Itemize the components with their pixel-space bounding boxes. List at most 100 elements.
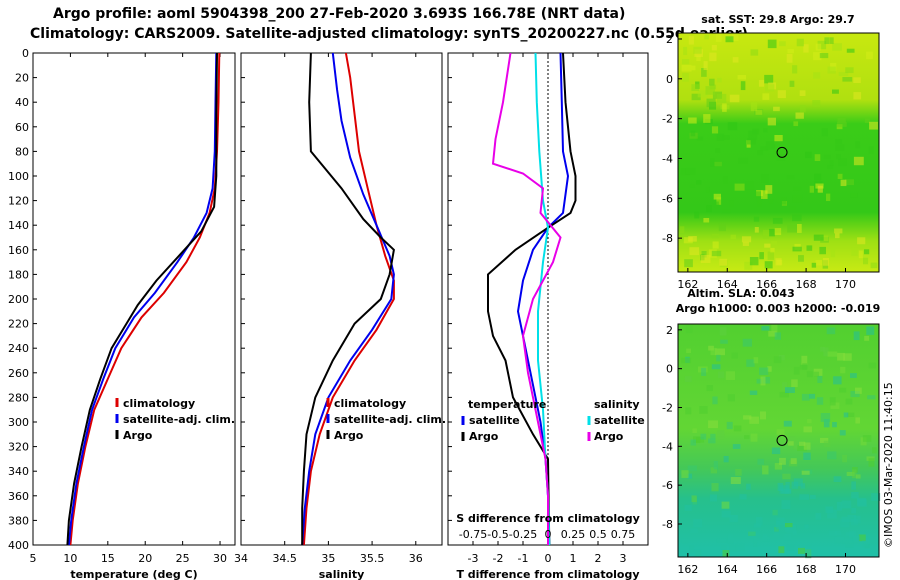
map-cell	[799, 441, 806, 446]
map-cell	[708, 438, 716, 444]
x-tick-label: 25	[176, 552, 190, 565]
map-cell	[835, 144, 845, 151]
map-cell	[835, 233, 840, 239]
map-cell	[760, 376, 766, 386]
map-cell	[757, 150, 764, 156]
map-cell	[836, 154, 841, 160]
map-cell	[797, 224, 802, 233]
map-cell	[729, 544, 737, 552]
map-x-tick-label: 166	[756, 563, 777, 576]
map-cell	[855, 141, 861, 149]
series-line-temperature-satellite	[516, 52, 570, 546]
map-cell	[733, 425, 742, 432]
map-cell	[801, 355, 808, 365]
map-cell	[755, 109, 763, 115]
map-cell	[767, 251, 775, 260]
map-cell	[739, 494, 747, 500]
map-cell	[748, 531, 756, 536]
map-cell	[805, 151, 812, 159]
map-cell	[745, 181, 755, 190]
map-cell	[727, 394, 735, 402]
map-x-tick-label: 162	[677, 563, 698, 576]
argo-location-marker	[776, 146, 788, 158]
map-cell	[729, 94, 740, 103]
map-cell	[690, 130, 696, 137]
map-cell	[801, 393, 810, 401]
map-cell	[834, 228, 843, 234]
map-cell	[774, 332, 782, 340]
map-cell	[819, 235, 829, 242]
map-cell	[701, 68, 707, 77]
map-cell	[711, 250, 722, 257]
map-cell	[727, 534, 734, 544]
map-cell	[723, 456, 729, 463]
map-cell	[768, 330, 777, 337]
map-cell	[778, 355, 785, 361]
map-cell	[765, 185, 773, 194]
series-line-argo	[66, 52, 218, 546]
map-cell	[792, 194, 803, 203]
map-cell	[727, 122, 738, 131]
map-cell	[829, 160, 834, 166]
series-line-satellite-adj-clim-	[67, 52, 218, 546]
map-cell	[690, 528, 698, 534]
map-cell	[734, 183, 745, 191]
map-cell	[824, 37, 830, 45]
map-y-tick-label: -4	[662, 440, 673, 453]
x-tick-label: 5	[30, 552, 37, 565]
map-cell	[725, 371, 736, 380]
map-cell	[750, 433, 758, 442]
map-cell	[837, 122, 847, 127]
map-cell	[787, 436, 796, 445]
map-cell	[866, 51, 873, 60]
map-cell	[773, 356, 782, 364]
map-cell	[719, 327, 727, 336]
map-cell	[837, 117, 846, 123]
map-cell	[687, 473, 693, 479]
map-cell	[806, 371, 813, 378]
legend-label: Argo	[123, 429, 153, 442]
profile-panel-3: -3 -2 -1 0 1 2 3 T difference from climatology t…	[447, 52, 649, 580]
map-y-tick-label: -8	[662, 518, 673, 531]
profile-panel-1: 0 20 40 60 80 100 120 140 160 180 200 220 240 260 280 3…	[8, 47, 236, 580]
map-cell	[756, 378, 763, 384]
map-x-tick-label: 164	[717, 563, 738, 576]
map-cell	[716, 197, 722, 205]
map-cell	[789, 205, 797, 210]
map-cell	[785, 387, 795, 394]
map-cell	[857, 499, 867, 507]
map-cell	[832, 422, 837, 428]
map-cell	[811, 262, 817, 268]
map-cell	[767, 117, 776, 126]
map-cell	[760, 411, 766, 420]
depth-tick-label: 100	[8, 170, 29, 183]
map-cell	[773, 532, 780, 537]
map-cell	[787, 49, 794, 54]
depth-tick-label: 160	[8, 244, 29, 257]
profile-panel-2: 34 34.5 35 35.5 36 salinity climatology satelli…	[234, 52, 446, 580]
x-tick-label: -2	[493, 552, 504, 565]
depth-tick-label: 380	[8, 514, 29, 527]
map-cell	[765, 141, 775, 150]
map-cell	[812, 100, 821, 108]
legend-group-title: temperature	[468, 398, 546, 411]
depth-tick-label: 220	[8, 318, 29, 331]
map-cell	[711, 126, 719, 134]
map-cell	[705, 186, 710, 193]
map-cell	[764, 261, 773, 269]
map-cell	[802, 363, 807, 370]
map-cell	[771, 324, 778, 333]
map-cell	[797, 445, 807, 452]
map-cell	[686, 348, 692, 354]
series-line-argo	[301, 52, 395, 545]
map-cell	[787, 224, 798, 233]
map-cell	[858, 534, 866, 542]
map-cell	[714, 201, 719, 210]
x-axis-label: salinity	[319, 568, 365, 580]
map-cell	[813, 52, 822, 61]
legend-label: satellite-adj. clim.	[334, 413, 446, 426]
map-cell	[767, 366, 772, 372]
map-cell	[690, 439, 697, 446]
series-line-satellite-adj-clim-	[301, 52, 395, 546]
map-cell	[817, 375, 823, 383]
